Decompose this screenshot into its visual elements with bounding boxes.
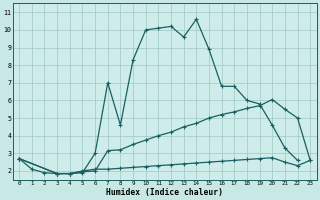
X-axis label: Humidex (Indice chaleur): Humidex (Indice chaleur) [106, 188, 223, 197]
